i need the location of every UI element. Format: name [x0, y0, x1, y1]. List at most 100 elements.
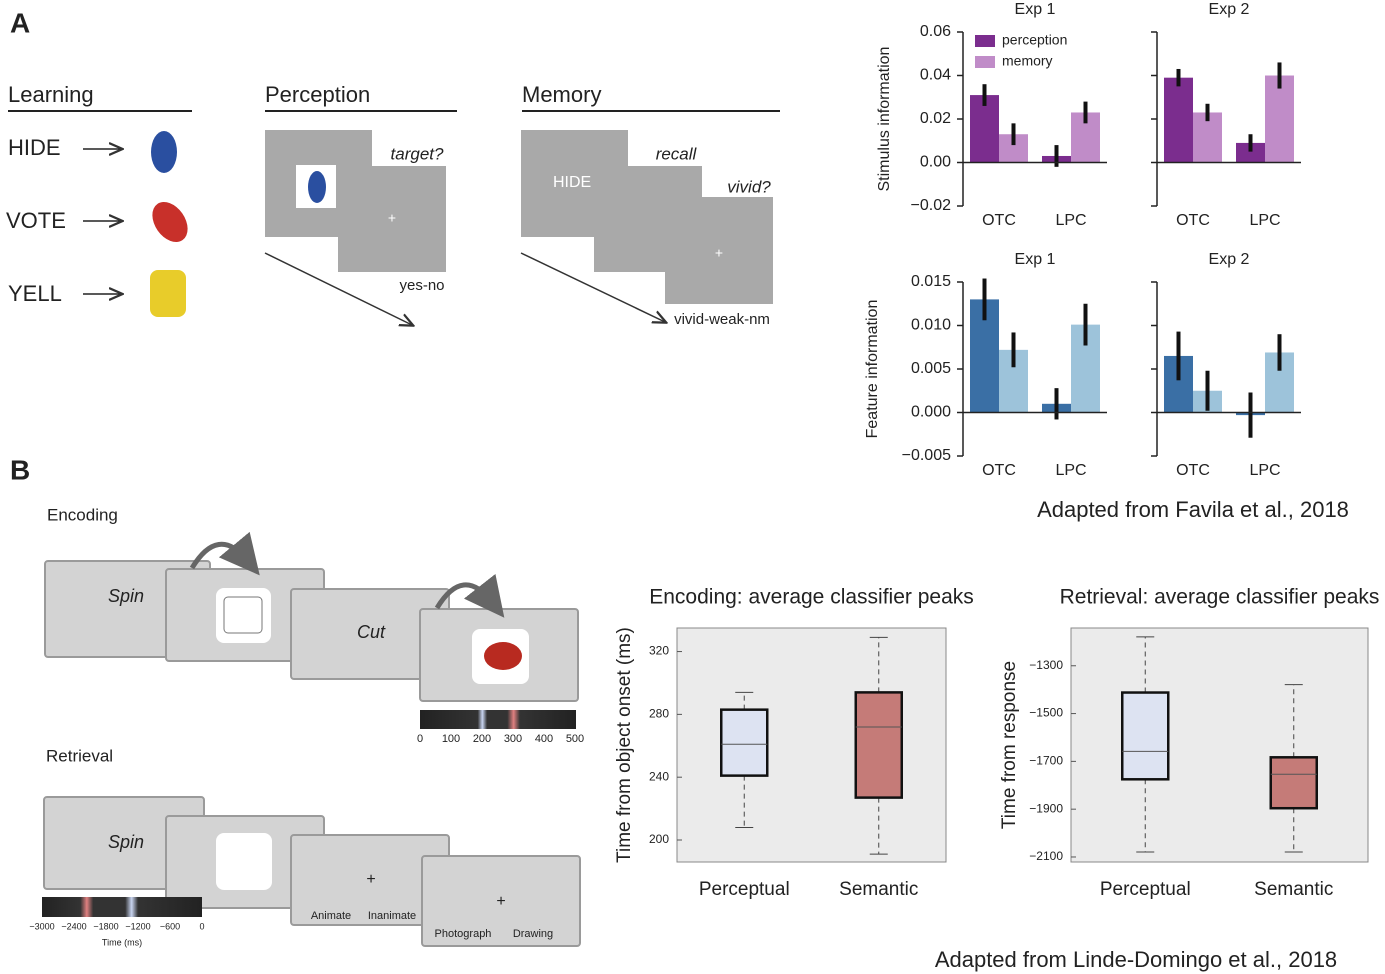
- word: HIDE: [8, 135, 61, 160]
- y-tick-label: −0.02: [911, 197, 952, 214]
- chart-title: Exp 2: [1209, 1, 1250, 18]
- arrows: [83, 149, 121, 294]
- timeline-tick: 100: [442, 733, 460, 745]
- y-tick-label: −0.005: [902, 447, 951, 464]
- x-tick-label: Semantic: [839, 879, 918, 900]
- box: [721, 710, 767, 776]
- beetle-icon: [151, 131, 177, 173]
- fixation: +: [715, 245, 723, 261]
- timeline: [42, 897, 202, 917]
- question: target?: [391, 144, 444, 163]
- y-axis-label: Feature information: [864, 300, 881, 439]
- chart-title: Exp 1: [1015, 1, 1056, 18]
- timeline-label: Time (ms): [102, 937, 142, 947]
- bug-icon: [145, 195, 195, 248]
- timeline-tick: −2400: [61, 921, 86, 931]
- panel-label: A: [10, 7, 30, 38]
- option: Drawing: [513, 928, 553, 940]
- y-tick-label: −1700: [1029, 754, 1063, 768]
- timeline-tick: 200: [473, 733, 491, 745]
- timeline-tick: 0: [417, 733, 423, 745]
- x-tick-label: OTC: [982, 462, 1016, 479]
- figure: A Learning HIDE VOTE YELL Perception + t…: [0, 0, 1385, 974]
- y-tick-label: 0.000: [911, 404, 951, 421]
- citation: Adapted from Favila et al., 2018: [1037, 497, 1349, 522]
- ladybug-icon: [484, 642, 522, 670]
- y-tick-label: −2100: [1029, 849, 1063, 863]
- y-tick-label: 280: [649, 707, 669, 721]
- y-axis-label: Time from object onset (ms): [614, 627, 635, 863]
- chart-title: Exp 1: [1015, 251, 1056, 268]
- word: YELL: [8, 281, 62, 306]
- cue-word: HIDE: [553, 174, 591, 191]
- question: vivid?: [727, 177, 771, 196]
- box: [856, 692, 902, 797]
- timeline-tick: −600: [160, 921, 180, 931]
- chart-title: Encoding: average classifier peaks: [649, 586, 974, 609]
- box: [1122, 693, 1168, 780]
- timeline-tick: −1800: [93, 921, 118, 931]
- bar: [1164, 78, 1193, 163]
- option: Animate: [311, 910, 351, 922]
- timeline-tick: 0: [199, 921, 204, 931]
- fixation: +: [388, 210, 396, 226]
- response: vivid-weak-nm: [674, 311, 770, 328]
- response: yes-no: [399, 277, 444, 294]
- legend-label: perception: [1002, 32, 1067, 48]
- y-tick-label: 200: [649, 832, 669, 846]
- y-tick-label: 0.02: [920, 110, 951, 127]
- word: Cut: [357, 622, 386, 642]
- y-tick-label: 0.010: [911, 317, 951, 334]
- chart-title: Exp 2: [1209, 251, 1250, 268]
- word: VOTE: [6, 208, 66, 233]
- fixation: +: [366, 871, 375, 888]
- x-tick-label: OTC: [1176, 212, 1210, 229]
- timeline-tick: −3000: [29, 921, 54, 931]
- section-title: Learning: [8, 82, 94, 107]
- plot-background: [1071, 628, 1368, 862]
- section-title: Encoding: [47, 505, 118, 524]
- chart-title: Retrieval: average classifier peaks: [1060, 586, 1380, 609]
- x-tick-label: OTC: [982, 212, 1016, 229]
- option: Photograph: [435, 928, 492, 940]
- x-tick-label: LPC: [1055, 462, 1086, 479]
- backpack-icon: [150, 270, 186, 317]
- x-tick-label: Perceptual: [699, 879, 790, 900]
- section-title: Retrieval: [46, 746, 113, 765]
- box: [1271, 757, 1317, 808]
- x-tick-label: LPC: [1249, 212, 1280, 229]
- section-title: Perception: [265, 82, 370, 107]
- plot-background: [677, 628, 946, 862]
- section-title: Memory: [522, 82, 601, 107]
- word: Spin: [108, 832, 144, 852]
- y-tick-label: 0.04: [920, 67, 951, 84]
- x-tick-label: Perceptual: [1100, 879, 1191, 900]
- timeline-tick: 300: [504, 733, 522, 745]
- y-tick-label: 320: [649, 644, 669, 658]
- timeline-ticks: 0 100 200 300 400 500: [417, 733, 584, 745]
- y-tick-label: 0.005: [911, 360, 951, 377]
- timeline-tick: −1200: [125, 921, 150, 931]
- y-tick-label: −1300: [1029, 658, 1063, 672]
- y-tick-label: 0.06: [920, 23, 951, 40]
- y-axis-label: Stimulus information: [876, 47, 893, 192]
- citation: Adapted from Linde-Domingo et al., 2018: [935, 947, 1337, 972]
- image-frame: [216, 833, 272, 890]
- beetle-icon: [308, 171, 326, 203]
- y-tick-label: 0.00: [920, 154, 951, 171]
- x-tick-label: OTC: [1176, 462, 1210, 479]
- prompt: recall: [656, 144, 698, 163]
- timeline: [420, 710, 576, 729]
- y-axis-label: Time from response: [999, 661, 1020, 829]
- panel-label: B: [10, 454, 30, 485]
- timeline-tick: 500: [566, 733, 584, 745]
- fixation: +: [496, 893, 505, 910]
- y-tick-label: −1900: [1029, 801, 1063, 815]
- word: Spin: [108, 586, 144, 606]
- y-tick-label: 240: [649, 769, 669, 783]
- timeline-ticks: −3000 −2400 −1800 −1200 −600 0 Time (ms): [29, 921, 204, 947]
- legend-label: memory: [1002, 53, 1053, 69]
- x-tick-label: LPC: [1055, 212, 1086, 229]
- option: Inanimate: [368, 910, 416, 922]
- timeline-tick: 400: [535, 733, 553, 745]
